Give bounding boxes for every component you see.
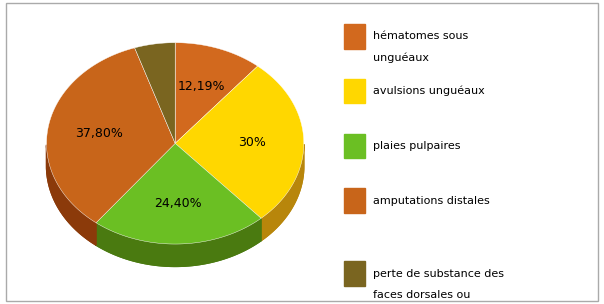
Text: 24,40%: 24,40% — [154, 197, 202, 210]
Text: plaies pulpaires: plaies pulpaires — [373, 141, 460, 151]
Text: unguéaux: unguéaux — [373, 53, 429, 63]
Text: avulsions unguéaux: avulsions unguéaux — [373, 86, 484, 96]
Text: amputations distales: amputations distales — [373, 196, 489, 206]
Polygon shape — [175, 143, 261, 241]
Polygon shape — [96, 143, 175, 245]
Polygon shape — [175, 143, 261, 241]
Polygon shape — [47, 145, 96, 245]
Bar — [344, 261, 365, 286]
Polygon shape — [47, 48, 175, 223]
Polygon shape — [261, 147, 304, 241]
Polygon shape — [96, 143, 261, 244]
Polygon shape — [175, 66, 304, 218]
Polygon shape — [47, 146, 96, 245]
Text: faces dorsales ou: faces dorsales ou — [373, 290, 470, 300]
Text: 30%: 30% — [239, 136, 266, 149]
Polygon shape — [261, 144, 304, 241]
Bar — [344, 134, 365, 158]
Text: perte de substance des: perte de substance des — [373, 269, 504, 278]
Bar — [344, 79, 365, 103]
Bar — [344, 188, 365, 213]
Text: 12,19%: 12,19% — [178, 80, 225, 93]
Bar — [344, 24, 365, 49]
Text: 37,80%: 37,80% — [75, 126, 123, 140]
Polygon shape — [96, 218, 261, 266]
Polygon shape — [175, 43, 258, 143]
Polygon shape — [96, 143, 175, 245]
Polygon shape — [135, 43, 175, 143]
Text: hématomes sous: hématomes sous — [373, 32, 468, 41]
Polygon shape — [96, 218, 261, 266]
